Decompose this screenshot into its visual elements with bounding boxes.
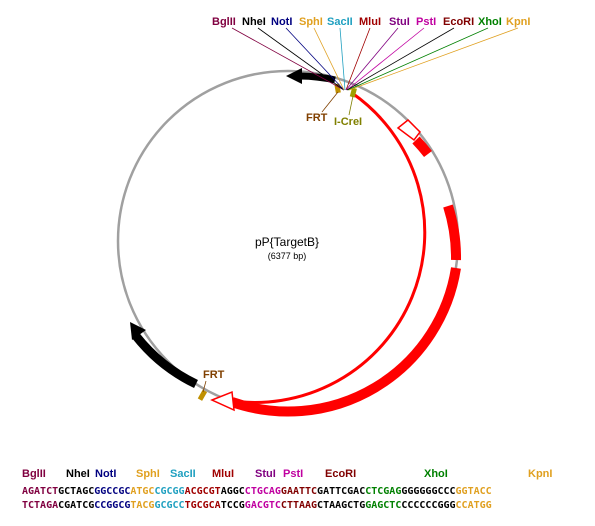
site-label-xhoi: XhoI bbox=[478, 16, 502, 28]
seq-label-kpni: KpnI bbox=[528, 468, 552, 480]
sequence-bottom-strand: TCTAGACGATCGCCGGCGTACGGCGCCTGCGCATCCGGAC… bbox=[22, 500, 492, 511]
seq-label-stui: StuI bbox=[255, 468, 276, 480]
icrel-leader bbox=[348, 95, 354, 116]
seq-top-segment: GATTCGAC bbox=[317, 486, 365, 497]
seq-bottom-segment: CCCCCCGGG bbox=[401, 500, 455, 511]
seq-label-ecori: EcoRI bbox=[325, 468, 356, 480]
frt-bottom-label: FRT bbox=[203, 369, 225, 381]
site-label-mlui: MluI bbox=[359, 16, 381, 28]
seq-top-segment: GAATTC bbox=[281, 486, 317, 497]
seq-label-xhoi: XhoI bbox=[424, 468, 448, 480]
site-label-sphi: SphI bbox=[299, 16, 323, 28]
site-label-kpni: KpnI bbox=[506, 16, 530, 28]
seq-top-segment: GGCCGC bbox=[94, 486, 130, 497]
seq-top-segment: AGGC bbox=[221, 486, 245, 497]
site-label-bglii: BglII bbox=[212, 16, 236, 28]
site-label-noti: NotI bbox=[271, 16, 292, 28]
frt-bottom-leader bbox=[202, 380, 207, 393]
black-arrowhead-top bbox=[286, 68, 302, 84]
frt-top-leader bbox=[321, 91, 339, 113]
white-arrow-top bbox=[396, 118, 421, 142]
sequence-top-strand: AGATCTGCTAGCGGCCGCATGCCGCGGACGCGTAGGCCTG… bbox=[22, 486, 492, 497]
seq-label-bglii: BglII bbox=[22, 468, 46, 480]
site-label-nhei: NheI bbox=[242, 16, 266, 28]
black-arrowhead-left bbox=[130, 322, 146, 340]
seq-label-mlui: MluI bbox=[212, 468, 234, 480]
seq-bottom-segment: TCCG bbox=[221, 500, 245, 511]
seq-bottom-segment: CGATCG bbox=[58, 500, 94, 511]
seq-top-segment: GGTACC bbox=[456, 486, 492, 497]
seq-bottom-segment: GAGCTC bbox=[365, 500, 401, 511]
site-label-stui: StuI bbox=[389, 16, 410, 28]
plasmid-name: pP{TargetB} bbox=[255, 235, 319, 249]
seq-bottom-segment: CCATGG bbox=[456, 500, 492, 511]
seq-label-psti: PstI bbox=[283, 468, 303, 480]
site-lines bbox=[231, 27, 519, 91]
seq-bottom-segment: TCTAGA bbox=[22, 500, 58, 511]
plasmid-size: (6377 bp) bbox=[268, 251, 307, 261]
seq-bottom-segment: CCGGCG bbox=[94, 500, 130, 511]
red-feature-2 bbox=[443, 204, 462, 261]
seq-bottom-segment: CTTAAG bbox=[281, 500, 317, 511]
white-arrow-bottom bbox=[210, 390, 235, 412]
seq-top-segment: ACGCGT bbox=[185, 486, 221, 497]
red-feature-3 bbox=[230, 267, 461, 417]
red-insert-arc bbox=[225, 91, 427, 404]
seq-top-segment: GGGGGGCCC bbox=[401, 486, 455, 497]
seq-bottom-segment: TACG bbox=[130, 500, 154, 511]
seq-label-noti: NotI bbox=[95, 468, 116, 480]
frt-bottom-marker bbox=[197, 389, 208, 401]
seq-top-segment: GCTAGC bbox=[58, 486, 94, 497]
icrel-marker bbox=[349, 87, 357, 98]
frt-top-label: FRT bbox=[306, 112, 328, 124]
site-label-sacii: SacII bbox=[327, 16, 353, 28]
icrel-label: I-CreI bbox=[334, 116, 362, 128]
seq-top-segment: AGATCT bbox=[22, 486, 58, 497]
seq-label-sphi: SphI bbox=[136, 468, 160, 480]
site-label-ecori: EcoRI bbox=[443, 16, 474, 28]
seq-label-sacii: SacII bbox=[170, 468, 196, 480]
seq-top-segment: ATGC bbox=[130, 486, 154, 497]
seq-top-segment: CTCGAG bbox=[365, 486, 401, 497]
black-arc-left bbox=[132, 333, 198, 389]
site-label-psti: PstI bbox=[416, 16, 436, 28]
seq-bottom-segment: GACGTC bbox=[245, 500, 281, 511]
seq-top-segment: CGCGG bbox=[154, 486, 184, 497]
seq-label-nhei: NheI bbox=[66, 468, 90, 480]
seq-bottom-segment: TGCGCA bbox=[185, 500, 221, 511]
red-feature-1 bbox=[412, 136, 432, 158]
seq-bottom-segment: GCGCC bbox=[154, 500, 184, 511]
seq-bottom-segment: CTAAGCTG bbox=[317, 500, 365, 511]
seq-top-segment: CTGCAG bbox=[245, 486, 281, 497]
